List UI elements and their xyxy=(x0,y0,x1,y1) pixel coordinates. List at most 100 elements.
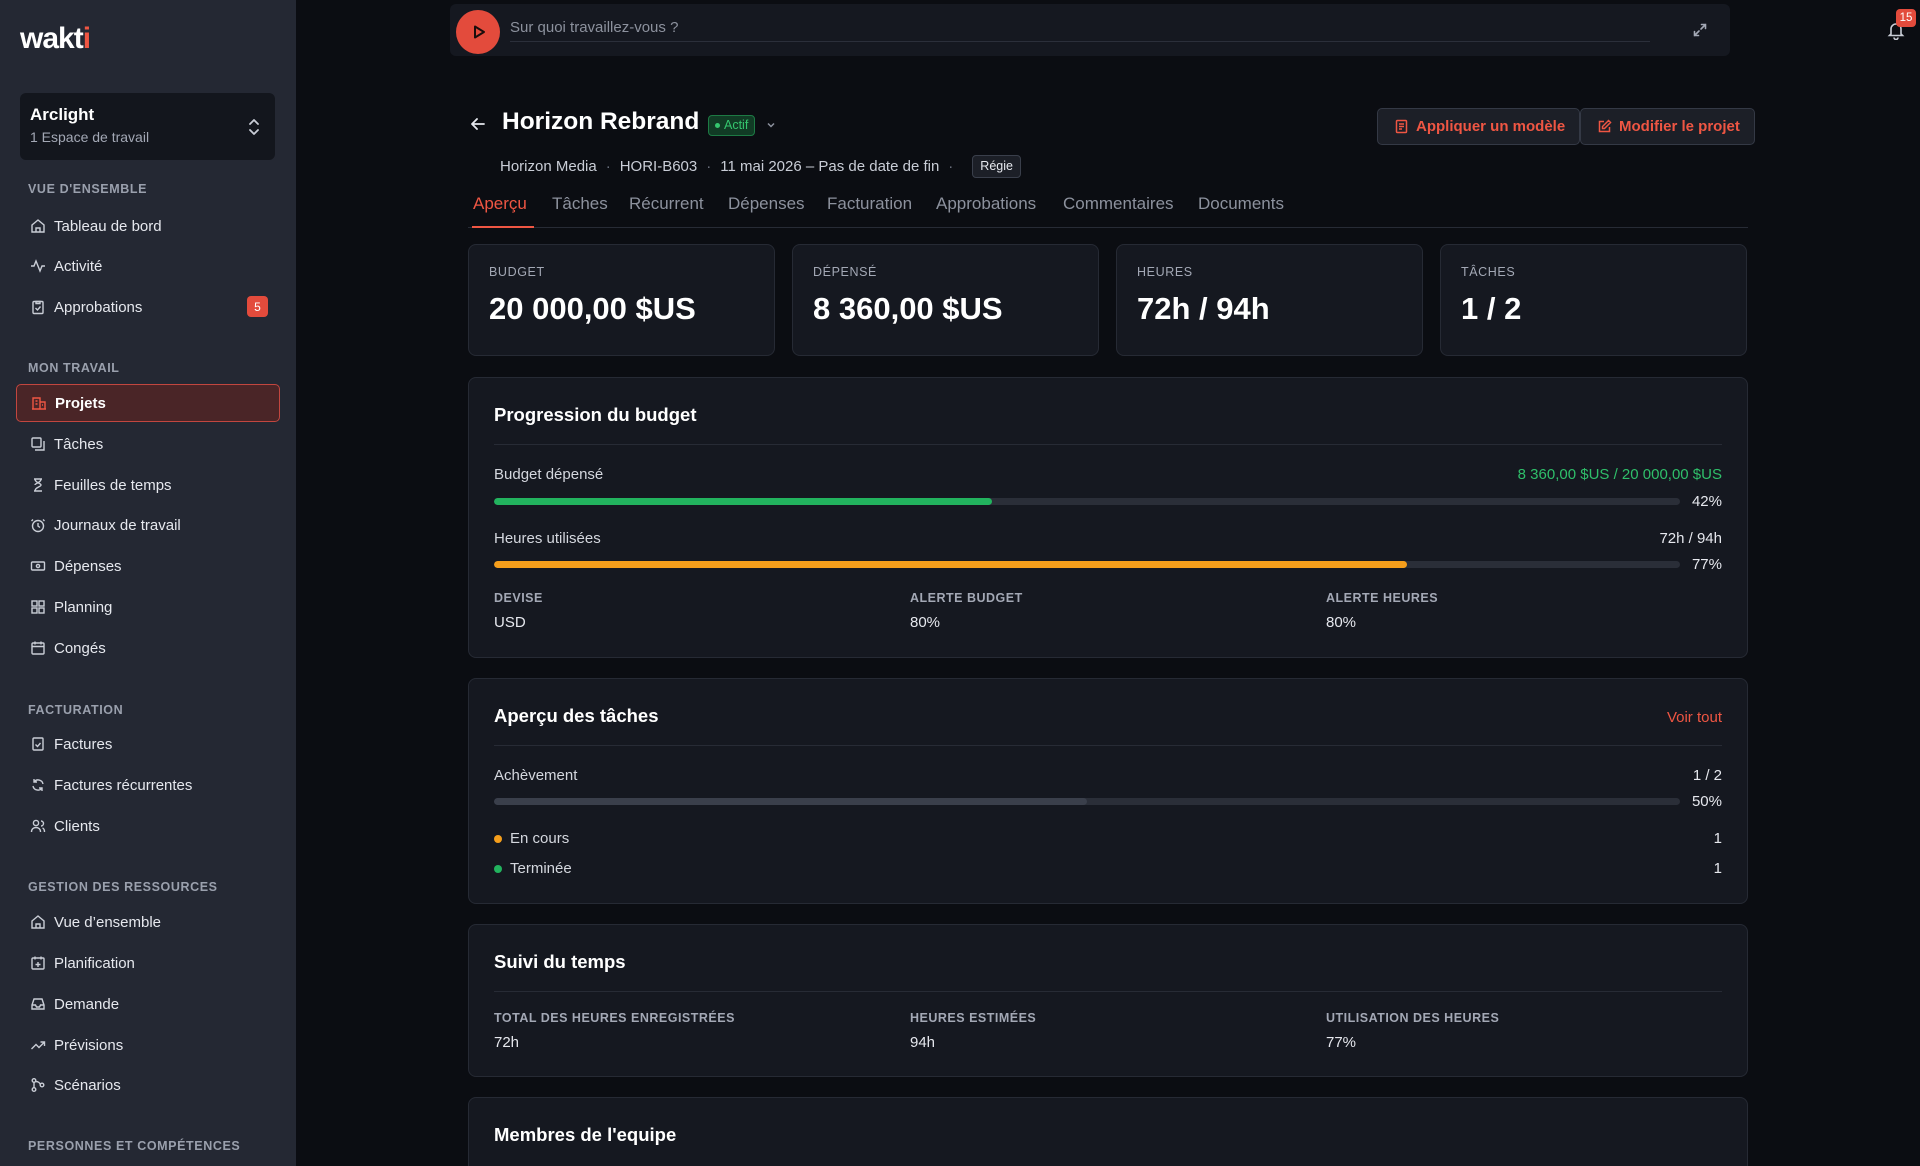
status-label: Terminée xyxy=(510,860,572,877)
time-tracking-panel: Suivi du temps TOTAL DES HEURES ENREGIST… xyxy=(468,924,1748,1077)
sidebar-item-projects[interactable]: Projets xyxy=(16,384,280,422)
kpi-hours: HEURES 72h / 94h xyxy=(1116,244,1423,356)
section-title-billing: FACTURATION xyxy=(28,703,124,717)
sidebar-item-tasks[interactable]: Tâches xyxy=(16,425,280,463)
hours-alert-value: 80% xyxy=(1326,614,1357,631)
time-tracker-bar xyxy=(450,4,1730,56)
timer-description-input[interactable] xyxy=(510,14,1650,42)
section-title-resources: GESTION DES RESSOURCES xyxy=(28,880,218,894)
hours-used-percent: 77% xyxy=(1691,556,1722,573)
status-count: 1 xyxy=(1713,860,1722,877)
project-meta: Horizon Media · HORI-B603 · 11 mai 2026 … xyxy=(500,155,1021,178)
tab-tasks[interactable]: Tâches xyxy=(552,194,608,213)
sidebar-item-leave[interactable]: Congés xyxy=(16,629,280,667)
tab-approvals[interactable]: Approbations xyxy=(936,194,1037,213)
sidebar-item-forecasts[interactable]: Prévisions xyxy=(16,1026,280,1064)
expand-icon[interactable] xyxy=(1692,22,1708,38)
tab-recurring[interactable]: Récurrent xyxy=(629,194,704,213)
kpi-tasks: TÂCHES 1 / 2 xyxy=(1440,244,1747,356)
estimated-hours-label: HEURES ESTIMÉES xyxy=(910,1011,1037,1025)
sidebar: wakti Arclight 1 Espace de travail VUE D… xyxy=(0,0,296,1166)
sidebar-item-label: Planning xyxy=(54,598,113,616)
sidebar-item-planning[interactable]: Planning xyxy=(16,588,280,626)
completion-value: 1 / 2 xyxy=(1692,767,1722,784)
section-title-people: PERSONNES ET COMPÉTENCES xyxy=(28,1139,241,1153)
tab-overview[interactable]: Aperçu xyxy=(473,194,527,213)
notifications-count-badge: 15 xyxy=(1896,9,1916,27)
sidebar-item-scheduling[interactable]: Planification xyxy=(16,944,280,982)
clock-icon xyxy=(30,517,46,533)
sidebar-item-resource-overview[interactable]: Vue d’ensemble xyxy=(16,903,280,941)
tab-expenses[interactable]: Dépenses xyxy=(728,194,805,213)
status-in-progress: En cours xyxy=(494,830,569,847)
back-arrow-icon[interactable] xyxy=(468,114,488,134)
app-logo[interactable]: wakti xyxy=(20,22,91,55)
sidebar-item-activity[interactable]: Activité xyxy=(16,247,280,285)
status-count: 1 xyxy=(1713,830,1722,847)
edit-project-button[interactable]: Modifier le projet xyxy=(1580,108,1755,145)
sidebar-item-label: Clients xyxy=(54,817,100,835)
billing-type-tag: Régie xyxy=(972,155,1021,178)
activity-icon xyxy=(30,258,46,274)
kpi-label: DÉPENSÉ xyxy=(813,265,877,279)
sidebar-item-approvals[interactable]: Approbations 5 xyxy=(16,288,280,326)
kpi-value: 1 / 2 xyxy=(1461,291,1522,326)
building-icon xyxy=(31,395,47,411)
sidebar-item-dashboard[interactable]: Tableau de bord xyxy=(16,207,280,245)
budget-alert-value: 80% xyxy=(910,614,941,631)
tasks-icon xyxy=(30,436,46,452)
total-hours-value: 72h xyxy=(494,1034,520,1051)
chevron-down-icon[interactable] xyxy=(766,120,776,130)
status-badge[interactable]: Actif xyxy=(708,115,756,136)
sidebar-item-demand[interactable]: Demande xyxy=(16,985,280,1023)
hours-used-value: 72h / 94h xyxy=(1659,530,1722,547)
sidebar-item-label: Demande xyxy=(54,995,120,1013)
kpi-label: TÂCHES xyxy=(1461,265,1516,279)
divider xyxy=(494,444,1722,445)
kpi-value: 72h / 94h xyxy=(1137,291,1270,326)
sidebar-item-invoices[interactable]: Factures xyxy=(16,725,280,763)
section-title-my-work: MON TRAVAIL xyxy=(28,361,120,375)
sidebar-item-label: Prévisions xyxy=(54,1036,124,1054)
sidebar-item-label: Congés xyxy=(54,639,106,657)
sidebar-item-label: Activité xyxy=(54,257,103,275)
sidebar-item-clients[interactable]: Clients xyxy=(16,807,280,845)
kpi-value: 20 000,00 $US xyxy=(489,291,696,326)
start-timer-button[interactable] xyxy=(456,10,500,54)
workspace-switcher[interactable]: Arclight 1 Espace de travail xyxy=(20,93,275,160)
apply-template-button[interactable]: Appliquer un modèle xyxy=(1377,108,1581,145)
completion-progress-bar xyxy=(494,798,1680,805)
edit-icon xyxy=(1597,119,1612,134)
users-icon xyxy=(30,818,46,834)
kpi-budget: BUDGET 20 000,00 $US xyxy=(468,244,775,356)
sidebar-item-label: Vue d’ensemble xyxy=(54,913,162,931)
view-all-link[interactable]: Voir tout xyxy=(1666,709,1722,726)
status-dot xyxy=(494,864,502,873)
completion-percent: 50% xyxy=(1691,793,1722,810)
sidebar-item-label: Dépenses xyxy=(54,557,122,575)
calendar-icon xyxy=(30,640,46,656)
home-icon xyxy=(30,914,46,930)
budget-progress-fill xyxy=(494,498,993,505)
sidebar-item-scenarios[interactable]: Scénarios xyxy=(16,1066,280,1104)
hours-progress-bar xyxy=(494,561,1680,568)
project-code: HORI-B603 xyxy=(619,158,698,175)
meta-separator: · xyxy=(706,158,712,175)
sidebar-item-timesheets[interactable]: Feuilles de temps xyxy=(16,466,280,504)
status-dot xyxy=(494,834,502,843)
refresh-icon xyxy=(30,777,46,793)
sidebar-item-recurring-invoices[interactable]: Factures récurrentes xyxy=(16,766,280,804)
section-title-overview: VUE D'ENSEMBLE xyxy=(28,182,148,196)
sidebar-item-work-logs[interactable]: Journaux de travail xyxy=(16,506,280,544)
tab-documents[interactable]: Documents xyxy=(1198,194,1284,213)
tab-billing[interactable]: Facturation xyxy=(827,194,913,213)
project-client[interactable]: Horizon Media xyxy=(500,158,597,175)
sidebar-item-expenses[interactable]: Dépenses xyxy=(16,547,280,585)
meta-separator: · xyxy=(605,158,611,175)
budget-progress-panel: Progression du budget Budget dépensé 8 3… xyxy=(468,377,1748,658)
budget-spent-label: Budget dépensé xyxy=(494,466,604,483)
status-done: Terminée xyxy=(494,860,572,877)
home-icon xyxy=(30,218,46,234)
edit-project-label: Modifier le projet xyxy=(1619,118,1740,135)
tab-comments[interactable]: Commentaires xyxy=(1063,194,1174,213)
